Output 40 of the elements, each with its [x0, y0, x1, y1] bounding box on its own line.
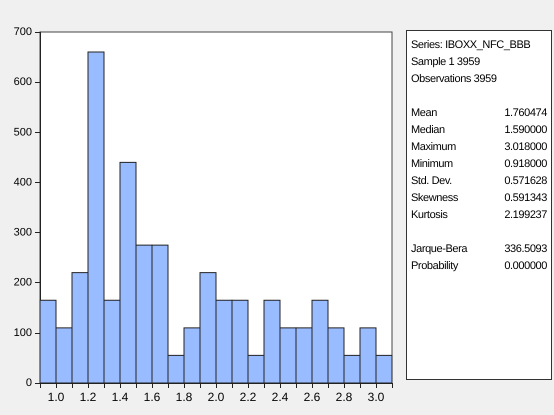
x-tick-label: 2.2 [240, 390, 257, 404]
y-tick-label: 700 [14, 26, 32, 38]
x-tick-label: 3.0 [368, 390, 385, 404]
y-tick-label: 100 [14, 326, 32, 339]
x-tick-label: 2.6 [304, 390, 321, 404]
text: 3.018000 [504, 140, 547, 155]
x-tick-label: 1.4 [112, 390, 129, 404]
x-tick-label: 2.0 [208, 390, 225, 404]
y-tick-label: 400 [14, 176, 32, 188]
x-tick-label: 2.8 [336, 390, 353, 404]
text: Series: IBOXX_NFC_BBB [411, 38, 532, 53]
text: Probability [411, 259, 458, 274]
text: 0.918000 [504, 157, 547, 172]
text: Median [411, 123, 445, 138]
text: 1.590000 [504, 123, 547, 138]
text: 0.571628 [504, 174, 547, 189]
text: Kurtosis [411, 208, 448, 223]
text: 2.199237 [504, 208, 547, 223]
text: 0.591343 [504, 191, 547, 206]
text: 336.5093 [504, 242, 547, 257]
x-tick-label: 1.6 [144, 390, 161, 404]
y-tick-label: 300 [14, 226, 32, 239]
x-tick-label: 1.0 [48, 390, 65, 404]
text: Mean [411, 106, 437, 121]
y-tick-label: 200 [14, 276, 32, 289]
y-tick-label: 600 [14, 76, 32, 88]
x-tick-label: 2.4 [272, 390, 289, 404]
x-tick-label: 1.2 [80, 390, 97, 404]
text: Skewness [411, 191, 458, 206]
text: 0.000000 [504, 259, 547, 274]
text: Observations 3959 [411, 72, 498, 87]
text: Sample 1 3959 [411, 55, 481, 70]
text: Jarque-Bera [411, 242, 468, 257]
text: Maximum [411, 140, 456, 155]
text: Std. Dev. [411, 174, 452, 189]
text: 1.760474 [504, 106, 547, 121]
y-tick-label: 500 [14, 126, 32, 138]
y-tick-label: 0 [26, 377, 32, 389]
x-tick-label: 1.8 [176, 390, 193, 404]
text: Minimum [411, 157, 453, 172]
